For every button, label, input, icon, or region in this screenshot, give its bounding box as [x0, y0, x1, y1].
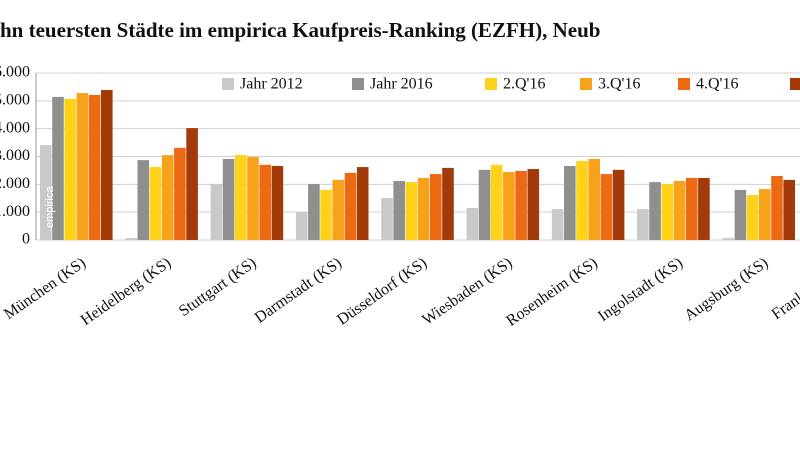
bar	[161, 155, 174, 240]
bar	[40, 145, 52, 240]
bar	[259, 164, 271, 240]
legend-swatch	[222, 78, 234, 90]
bar	[576, 160, 588, 240]
bar	[222, 159, 235, 240]
legend-swatch	[352, 78, 364, 90]
bar	[649, 182, 661, 240]
bar	[515, 170, 527, 240]
bar	[137, 160, 150, 240]
bar	[600, 174, 613, 240]
watermark: empirica	[44, 186, 56, 228]
bar	[247, 157, 259, 240]
bar	[478, 169, 491, 240]
bar	[442, 167, 454, 240]
legend-label: Jahr 2012	[240, 76, 303, 93]
chart-title: hn teuersten Städte im empirica Kaufprei…	[0, 18, 600, 42]
legend-label: 3.Q'16	[598, 76, 640, 93]
y-tick-label: 5.000	[0, 92, 30, 109]
legend-swatch	[580, 78, 592, 90]
bar	[771, 175, 783, 240]
bar	[685, 177, 698, 240]
bar	[332, 179, 345, 240]
bar	[527, 169, 540, 240]
bar	[551, 209, 564, 240]
legend-label: 4.Q'16	[696, 76, 738, 93]
legend-swatch	[485, 78, 497, 90]
y-tick-label: 4.000	[0, 119, 30, 136]
bar	[320, 189, 332, 240]
bar	[381, 197, 393, 240]
bar	[466, 207, 479, 240]
bar	[308, 184, 320, 240]
bar	[149, 167, 162, 240]
bar	[722, 238, 734, 240]
legend-label: Jahr 2016	[370, 76, 433, 93]
bar	[698, 177, 710, 240]
bar	[746, 194, 759, 240]
bar	[637, 209, 649, 240]
legend-label: 2.Q'16	[503, 76, 545, 93]
bar	[661, 184, 674, 240]
bar	[783, 179, 795, 240]
bar	[503, 172, 515, 240]
bar	[235, 155, 247, 240]
bar	[295, 211, 308, 240]
bar	[52, 96, 64, 240]
bar	[430, 174, 442, 240]
bar	[101, 89, 113, 240]
bar	[76, 93, 89, 240]
bar	[588, 159, 600, 240]
bar	[125, 238, 137, 240]
bar	[734, 189, 747, 240]
bar	[210, 184, 223, 240]
y-tick-label: 1.000	[0, 203, 30, 220]
legend-swatch	[790, 78, 800, 90]
bar	[356, 167, 369, 240]
bar	[405, 182, 418, 240]
y-tick-label: 3.000	[0, 147, 30, 164]
bar	[673, 180, 686, 240]
bar	[344, 172, 357, 240]
bar	[759, 189, 771, 240]
bar	[417, 177, 430, 240]
bar	[564, 165, 576, 240]
y-tick-label: 6.000	[0, 64, 30, 81]
bar	[612, 169, 625, 240]
bar	[271, 165, 284, 240]
bar	[186, 128, 198, 240]
legend-swatch	[678, 78, 690, 90]
bar	[64, 98, 76, 240]
y-tick-label: 2.000	[0, 175, 30, 192]
bar	[393, 180, 405, 240]
y-tick-label: 0	[22, 231, 30, 248]
bar	[490, 164, 503, 240]
bar	[174, 147, 186, 240]
bar	[88, 94, 101, 240]
